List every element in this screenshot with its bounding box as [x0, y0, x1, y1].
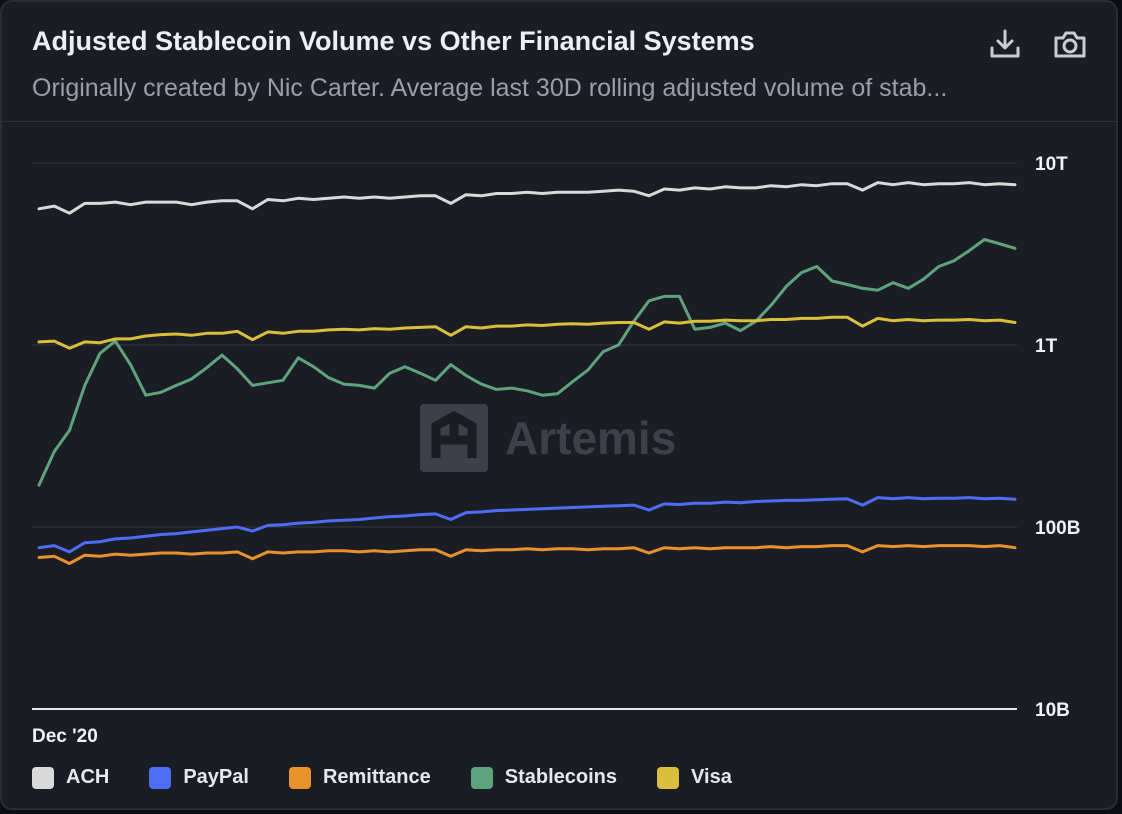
y-axis-ticks: 10T 1T 100B 10B [1035, 154, 1080, 721]
legend-item-paypal[interactable]: PayPal [149, 766, 249, 789]
legend-swatch [32, 766, 54, 789]
legend-item-remittance[interactable]: Remittance [288, 766, 431, 789]
watermark-text: Artemis [505, 412, 676, 464]
legend-swatch [657, 766, 680, 789]
watermark: Artemis [420, 404, 676, 472]
y-tick-label: 10B [1035, 700, 1070, 721]
legend-swatch [149, 766, 172, 789]
series-line-remittance[interactable] [37, 544, 1017, 565]
series-line-stablecoins[interactable] [37, 238, 1017, 487]
chart-title: Adjusted Stablecoin Volume vs Other Fina… [32, 26, 755, 56]
y-tick-label: 1T [1035, 336, 1058, 357]
legend-label: PayPal [183, 766, 249, 788]
legend-label: Remittance [322, 766, 431, 788]
chart-header: Adjusted Stablecoin Volume vs Other Fina… [2, 2, 1116, 122]
screenshot-button[interactable] [1050, 24, 1090, 64]
series-line-visa[interactable] [37, 315, 1017, 350]
legend-label: ACH [66, 766, 110, 788]
x-tick-label: Dec '20 [32, 726, 98, 747]
legend-item-visa[interactable]: Visa [657, 766, 732, 789]
camera-icon [1054, 31, 1086, 58]
legend-swatch [288, 766, 311, 789]
series-line-ach[interactable] [37, 181, 1017, 215]
chart-area: Artemis 10T 1T 100B 10B Dec '20 [2, 122, 1116, 747]
legend-swatch [470, 766, 493, 789]
artemis-logo-icon [420, 404, 488, 472]
grid-lines [32, 162, 1017, 710]
x-axis-ticks: Dec '20 [32, 726, 98, 747]
legend-label: Stablecoins [504, 766, 618, 788]
y-tick-label: 100B [1035, 518, 1080, 539]
legend-item-stablecoins[interactable]: Stablecoins [470, 766, 618, 789]
legend-item-ach[interactable]: ACH [32, 766, 109, 789]
series-line-paypal[interactable] [37, 496, 1017, 554]
series-lines [37, 181, 1017, 565]
download-icon [990, 29, 1020, 58]
chart-subtitle[interactable]: Originally created by Nic Carter. Averag… [32, 74, 948, 102]
y-tick-label: 10T [1035, 154, 1068, 175]
chart-legend: ACH PayPal Remittance Stablecoins Visa [32, 766, 772, 789]
line-chart: Artemis 10T 1T 100B 10B Dec '20 [32, 154, 1080, 747]
legend-label: Visa [691, 766, 732, 788]
download-button[interactable] [985, 24, 1025, 64]
